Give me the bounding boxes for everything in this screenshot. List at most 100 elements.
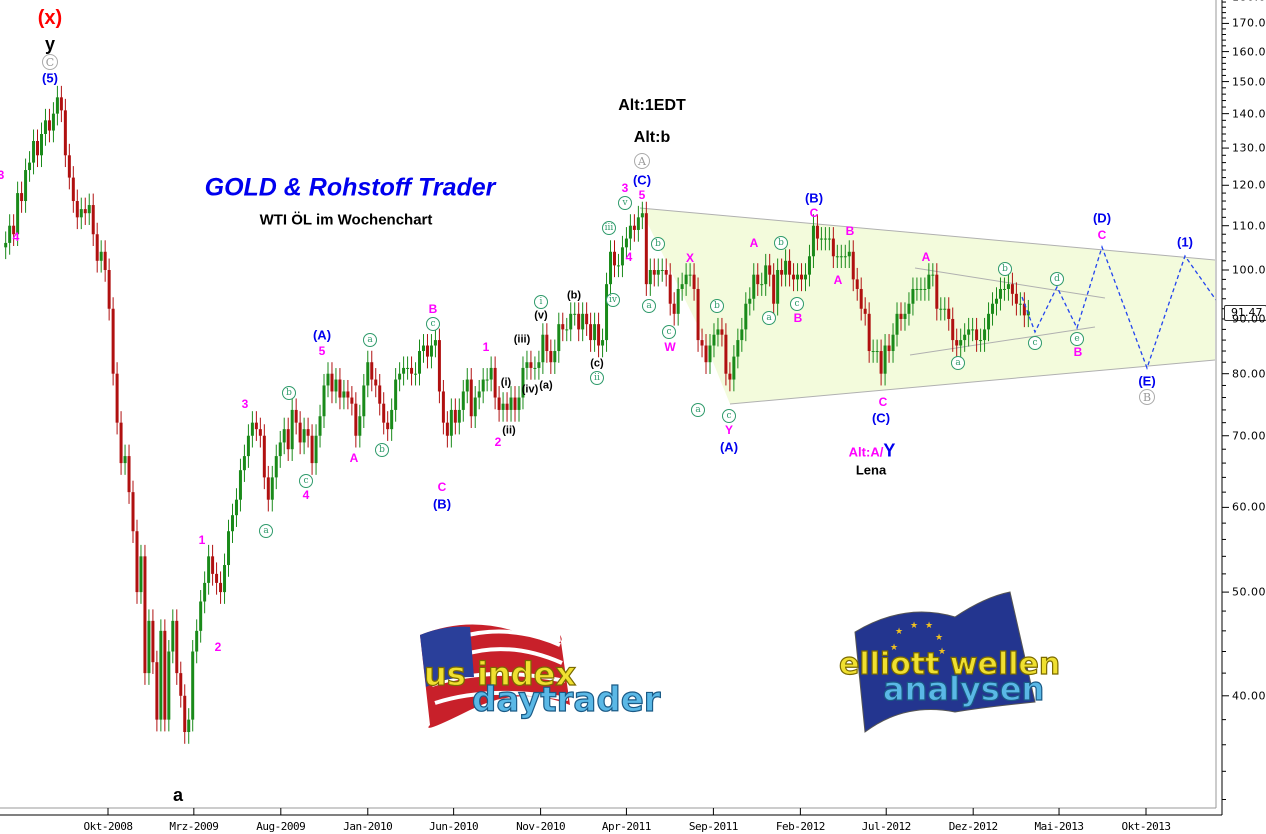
candle-body (656, 270, 660, 275)
candle-body (20, 193, 24, 202)
candle-body (620, 247, 624, 266)
y-tick-label: 150.00 (1232, 75, 1266, 89)
candle-body (366, 362, 370, 386)
wave-label: 3 (621, 181, 629, 195)
wave-label: 4 (12, 230, 20, 244)
x-tick-label: Feb-2012 (775, 820, 825, 833)
wave-label: (b) (566, 289, 582, 302)
candle-body (39, 133, 43, 156)
wave-label: a (691, 403, 705, 417)
candle-body (605, 284, 609, 341)
candle-body (628, 225, 632, 239)
candle-body (931, 274, 935, 276)
candle-body (911, 288, 915, 304)
candle-body (676, 288, 680, 314)
wave-label: C (878, 395, 888, 409)
candle-body (115, 373, 119, 423)
wave-label: a (642, 299, 656, 313)
candle-body (907, 303, 911, 314)
wave-label: (E) (1138, 373, 1156, 389)
wave-label: A (349, 451, 359, 465)
candle-body (418, 351, 422, 374)
candle-body (111, 308, 115, 374)
wave-label: y (44, 34, 56, 54)
candle-body (1014, 293, 1018, 304)
candle-body (358, 416, 362, 436)
candle-body (87, 205, 91, 214)
candle-body (481, 379, 485, 392)
candle-body (493, 367, 497, 398)
candle-body (923, 288, 927, 290)
candle-body (191, 651, 195, 720)
x-tick-label: Nov-2010 (516, 820, 566, 833)
x-tick-label: Jan-2010 (343, 820, 393, 833)
candle-body (792, 274, 796, 280)
candle-body (230, 515, 234, 532)
wave-label: (v) (534, 309, 548, 322)
candle-body (167, 651, 171, 720)
candle-body (855, 279, 859, 289)
candle-body (935, 274, 939, 309)
y-tick-label: 120.00 (1232, 178, 1266, 192)
candle-body (155, 662, 159, 720)
candle-body (632, 225, 636, 230)
y-tick-label: 80.00 (1232, 367, 1266, 381)
wave-label: 4 (625, 250, 633, 264)
candle-body (354, 403, 358, 436)
candle-body (839, 256, 843, 258)
logo-text: elliott wellen (839, 647, 1060, 682)
wave-label: a (363, 333, 377, 347)
candle-body (979, 340, 983, 342)
candle-body (437, 340, 441, 392)
wave-label: (c) (590, 357, 604, 370)
wave-label: (iii) (513, 333, 531, 346)
candle-body (83, 209, 87, 214)
wave-label: Y (724, 423, 734, 437)
candle-body (891, 334, 895, 352)
wave-label: b (651, 237, 665, 251)
candle-body (322, 385, 326, 417)
candle-body (577, 313, 581, 330)
wave-label: b (774, 236, 788, 250)
candle-body (469, 379, 473, 417)
candle-body (668, 274, 672, 304)
candle-body (286, 429, 290, 450)
candle-body (139, 556, 143, 593)
candle-body (688, 274, 692, 276)
wave-label: (B) (432, 496, 452, 512)
wave-label: a (172, 785, 184, 805)
wave-label: (C) (632, 172, 652, 188)
triangle-zone (639, 207, 1216, 405)
candle-body (362, 385, 366, 417)
candle-body (807, 256, 811, 275)
candle-body (24, 170, 28, 202)
candle-body (302, 429, 306, 443)
x-tick-label: Jul-2012 (861, 820, 911, 833)
candle-body (871, 351, 875, 353)
y-tick-label: 60.00 (1232, 500, 1266, 514)
wave-label: B (428, 302, 438, 316)
wave-label: A (921, 250, 931, 264)
us-index-daytrader-logo: us index daytrader (420, 624, 661, 728)
candle-body (123, 456, 127, 464)
candle-body (282, 429, 286, 443)
candle-body (549, 351, 553, 363)
candle-body (724, 334, 728, 374)
candle-body (36, 140, 40, 156)
wave-label: (D) (1092, 210, 1112, 226)
candle-body (947, 308, 951, 319)
candle-body (545, 334, 549, 352)
candle-body (55, 97, 59, 114)
candle-body (943, 308, 947, 310)
candle-body (764, 265, 768, 285)
candle-body (346, 391, 350, 398)
candle-body (421, 345, 425, 352)
wave-label: (a) (539, 379, 553, 392)
candle-body (573, 313, 577, 315)
chart-title: GOLD & Rohstoff Trader (204, 173, 496, 202)
candle-body (557, 324, 561, 352)
wave-label: c (662, 325, 676, 339)
candle-body (175, 620, 179, 674)
wave-label: (i) (500, 376, 512, 389)
candle-body (294, 409, 298, 423)
